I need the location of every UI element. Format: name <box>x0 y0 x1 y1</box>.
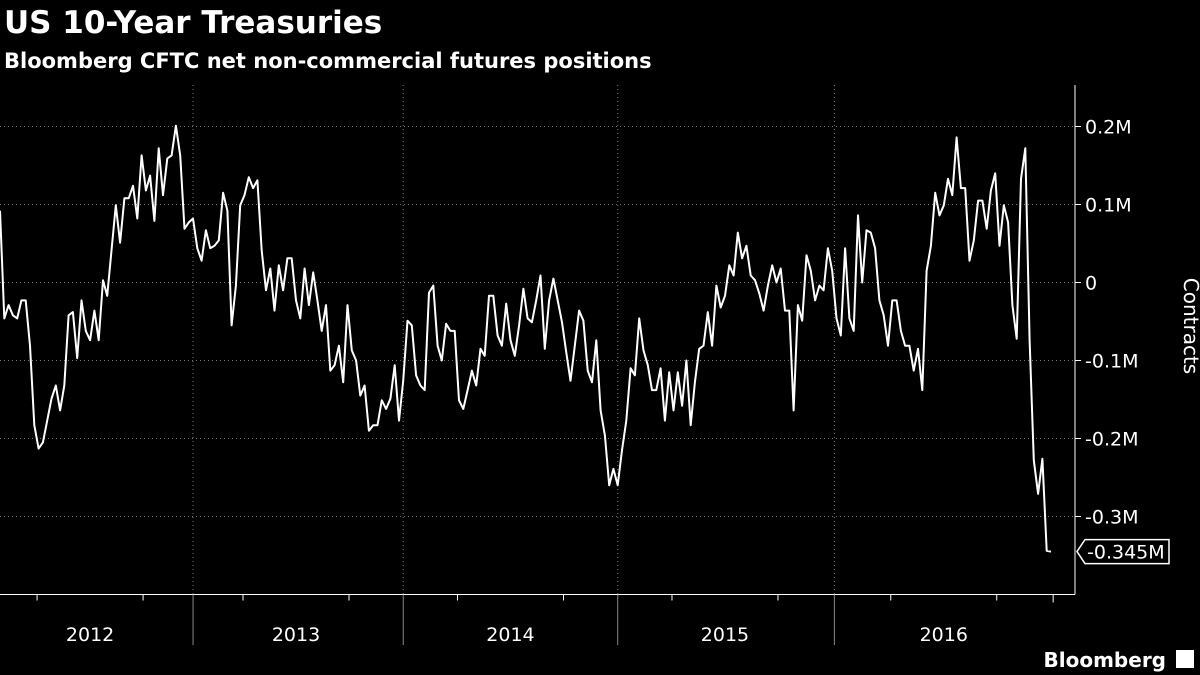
y-tick-label: -0.1M <box>1085 351 1138 373</box>
y-tick-label: 0.2M <box>1085 117 1132 139</box>
y-tick-label: -0.3M <box>1085 507 1138 529</box>
chart-title: US 10-Year Treasuries <box>4 5 382 41</box>
x-tick-label: 2012 <box>66 624 114 646</box>
value-label: -0.345M <box>1087 542 1165 564</box>
line-series <box>0 124 1052 553</box>
x-tick-label: 2013 <box>272 624 320 646</box>
value-label-box <box>1076 538 1170 565</box>
source: Bloomberg <box>1044 648 1166 672</box>
x-tick-label: 2016 <box>920 624 968 646</box>
y-tick-label: -0.2M <box>1085 429 1138 451</box>
chart-subtitle: Bloomberg CFTC net non-commercial future… <box>4 49 652 73</box>
y-tick-label: 0 <box>1085 273 1097 295</box>
y-axis-label: Contracts <box>1179 278 1200 374</box>
x-tick-label: 2014 <box>486 624 534 646</box>
logo-icon <box>1176 650 1194 668</box>
plot-area: 0.2M 0.1M 0 -0.1M -0.2M -0.3M 2012 2013 2014 2015… <box>0 85 1170 646</box>
x-tick-label: 2015 <box>701 624 749 646</box>
y-tick-label: 0.1M <box>1085 195 1132 217</box>
